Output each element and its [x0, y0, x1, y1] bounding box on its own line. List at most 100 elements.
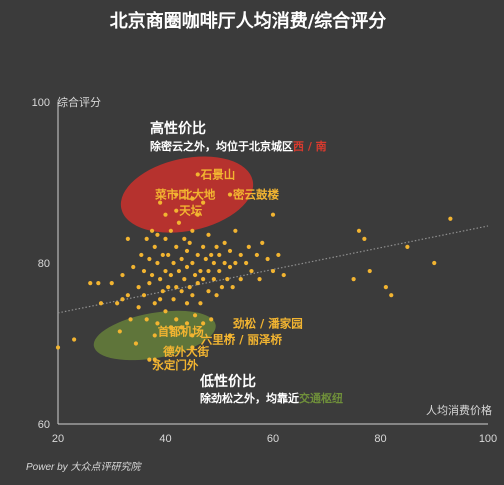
data-point: [55, 345, 61, 350]
data-point: [190, 228, 195, 233]
data-point: [117, 329, 122, 334]
data-point: [144, 317, 149, 322]
data-point: [72, 337, 77, 342]
data-point: [131, 264, 136, 270]
data-points: [55, 172, 453, 362]
data-point: [184, 321, 190, 326]
place-label: 密云鼓楼: [232, 188, 279, 202]
chart-title: 北京商圈咖啡厅人均消费/综合评分: [110, 10, 387, 32]
data-point: [276, 252, 281, 258]
data-point: [201, 200, 206, 205]
high-value-annotation: 高性价比 除密云之外，均位于北京城区西 / 南: [150, 120, 327, 153]
low-value-heading: 低性价比: [199, 373, 256, 390]
data-point: [187, 240, 192, 245]
data-point: [155, 232, 160, 237]
data-point: [152, 333, 157, 338]
place-label: 劲松 / 潘家园: [232, 316, 303, 330]
data-point: [244, 260, 249, 266]
data-point: [120, 297, 125, 302]
data-point: [195, 212, 200, 217]
data-point: [98, 301, 104, 306]
data-point: [163, 309, 168, 314]
x-tick-label: 60: [267, 433, 279, 445]
x-tick-label: 100: [479, 433, 497, 445]
data-point: [233, 260, 238, 266]
y-tick-label: 60: [38, 419, 50, 431]
data-point: [128, 317, 133, 322]
data-point: [136, 285, 141, 290]
data-point: [174, 285, 179, 290]
high-value-region: [120, 156, 254, 233]
data-point: [144, 236, 149, 241]
data-point: [362, 236, 367, 241]
data-point: [184, 301, 190, 306]
data-point: [125, 236, 130, 241]
data-point: [222, 260, 227, 266]
place-label: 菜市口: [154, 188, 190, 202]
data-point: [265, 256, 270, 262]
data-point: [160, 289, 165, 294]
data-point: [383, 285, 388, 290]
data-point: [227, 192, 233, 197]
high-value-note-text: 除密云之外，均位于北京城区: [150, 139, 293, 153]
data-point: [206, 268, 211, 274]
data-point: [152, 357, 157, 362]
data-point: [405, 244, 410, 249]
data-point: [198, 301, 203, 306]
data-point: [149, 272, 155, 278]
data-point: [227, 248, 233, 254]
low-value-note: 除劲松之外，均靠近交通枢纽: [200, 391, 343, 405]
data-point: [174, 208, 179, 213]
data-point: [187, 285, 192, 290]
data-point: [192, 313, 198, 318]
credit-footer: Power by 大众点评研究院: [26, 461, 142, 473]
data-point: [222, 240, 227, 245]
data-point: [351, 277, 356, 282]
data-point: [88, 281, 93, 286]
data-point: [195, 172, 200, 177]
data-point: [152, 301, 157, 306]
low-value-note-text: 除劲松之外，均靠近: [200, 391, 299, 405]
data-point: [214, 293, 219, 298]
data-point: [203, 256, 208, 262]
data-point: [233, 228, 238, 233]
data-point: [192, 272, 198, 278]
data-point: [141, 268, 147, 274]
data-point: [201, 321, 206, 326]
data-point: [211, 260, 216, 266]
data-point: [249, 268, 254, 274]
data-point: [139, 252, 144, 258]
data-point: [168, 228, 173, 233]
x-tick-label: 80: [374, 433, 386, 445]
data-point: [149, 228, 155, 233]
high-value-note: 除密云之外，均位于北京城区西 / 南: [150, 139, 327, 153]
data-point: [147, 281, 152, 286]
data-point: [246, 244, 251, 249]
data-point: [270, 212, 276, 217]
data-point: [206, 289, 211, 294]
data-point: [389, 293, 394, 298]
data-point: [227, 333, 233, 338]
data-point: [182, 277, 187, 282]
data-point: [209, 252, 214, 258]
data-point: [432, 260, 437, 266]
data-point: [190, 293, 195, 298]
data-point: [136, 305, 141, 310]
data-point: [238, 277, 243, 282]
y-tick-label: 80: [38, 258, 50, 270]
data-point: [201, 244, 206, 249]
place-label: 德外大街: [162, 345, 209, 359]
data-point: [171, 297, 176, 302]
y-tick-label: 100: [32, 97, 50, 109]
data-point: [174, 244, 179, 249]
data-point: [190, 196, 195, 201]
data-point: [120, 272, 125, 278]
data-point: [225, 277, 230, 282]
data-point: [206, 232, 211, 237]
data-point: [96, 281, 101, 286]
data-point: [155, 260, 160, 266]
data-point: [367, 268, 372, 274]
data-point: [227, 264, 233, 270]
data-point: [179, 256, 184, 262]
data-point: [158, 297, 163, 302]
